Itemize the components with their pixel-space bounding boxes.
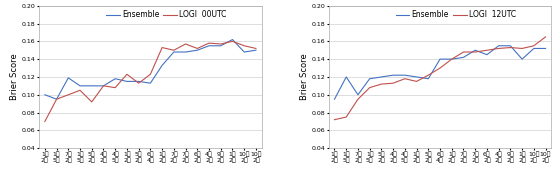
Y-axis label: Brier Score: Brier Score <box>300 54 309 100</box>
Legend: Ensemble, LOGI  00UTC: Ensemble, LOGI 00UTC <box>105 10 227 20</box>
Y-axis label: Brier Score: Brier Score <box>10 54 19 100</box>
Legend: Ensemble, LOGI  12UTC: Ensemble, LOGI 12UTC <box>395 10 517 20</box>
